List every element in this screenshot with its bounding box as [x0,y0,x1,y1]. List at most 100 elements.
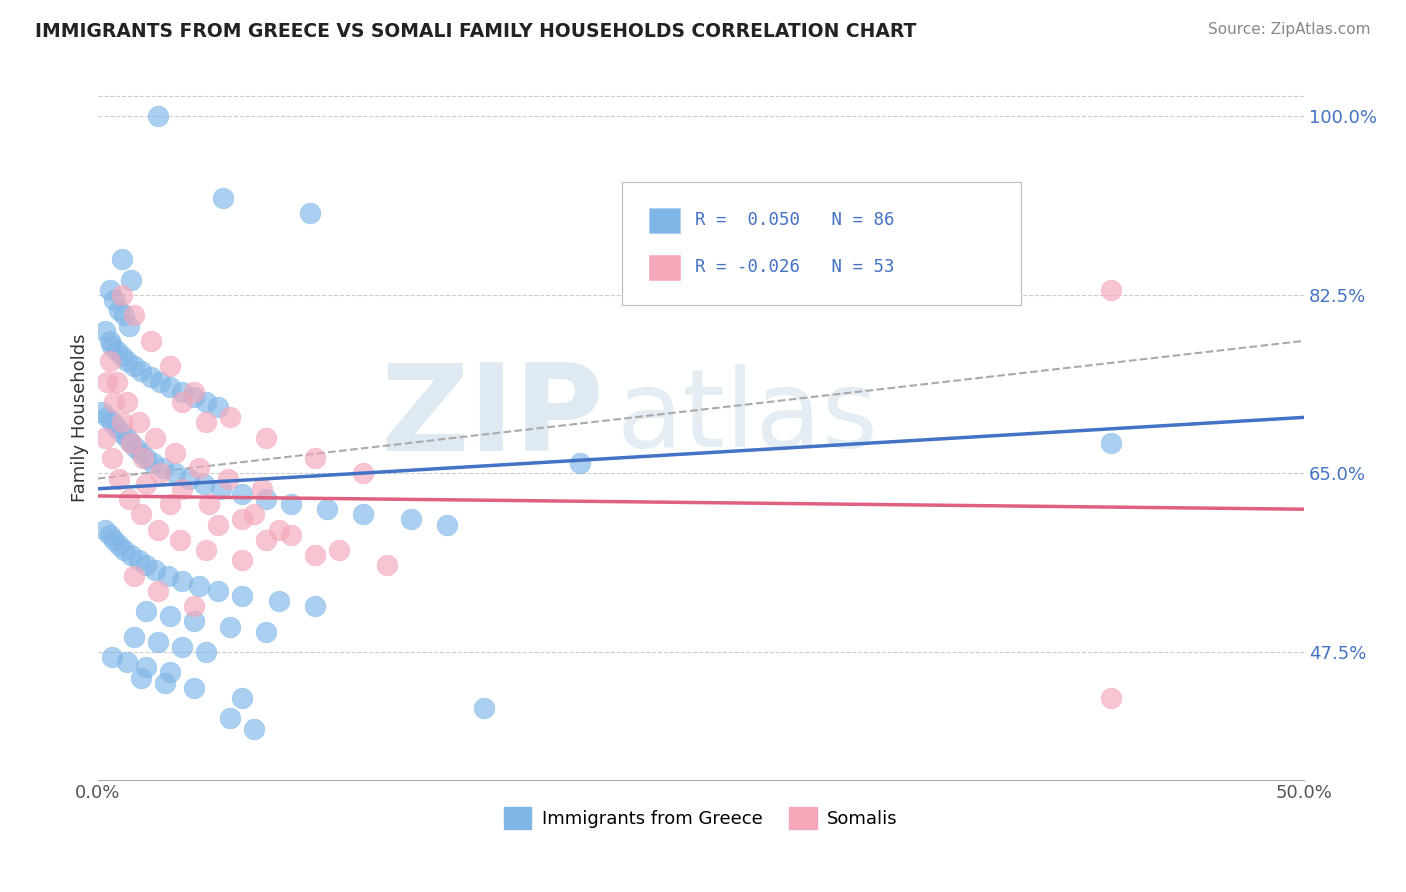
Point [112,543,135,558]
Point [163,446,186,460]
Point [145,431,167,445]
Point [115,354,138,368]
Point [120,436,142,450]
Point [243,508,266,522]
Point [352,467,374,481]
Point [122,309,145,323]
Point [217,472,239,486]
Point [91,405,114,419]
Point [280,527,302,541]
Text: R = -0.026   N = 53: R = -0.026 N = 53 [695,259,894,277]
Point [146,635,169,649]
Point [122,630,145,644]
Point [96,410,118,425]
Point [195,645,218,659]
Point [219,619,242,633]
Point [156,568,179,582]
Point [94,523,117,537]
Point [120,548,142,562]
Point [304,451,326,466]
Point [207,583,229,598]
Point [195,395,218,409]
Point [1099,436,1122,450]
Point [118,318,141,333]
Point [187,579,209,593]
Point [219,410,242,425]
Point [132,451,155,466]
Point [209,482,232,496]
Text: IMMIGRANTS FROM GREECE VS SOMALI FAMILY HOUSEHOLDS CORRELATION CHART: IMMIGRANTS FROM GREECE VS SOMALI FAMILY … [35,22,917,41]
Point [1099,283,1122,297]
Point [183,681,205,695]
Point [256,624,278,639]
Text: Source: ZipAtlas.com: Source: ZipAtlas.com [1208,22,1371,37]
Point [135,604,157,618]
Point [120,272,142,286]
Point [159,380,181,394]
Point [149,467,172,481]
Point [187,461,209,475]
Point [159,609,181,624]
Point [120,436,142,450]
Legend: Immigrants from Greece, Somalis: Immigrants from Greece, Somalis [496,799,905,836]
Point [256,431,278,445]
Point [183,390,205,404]
Point [193,476,215,491]
Point [125,441,148,455]
Point [111,425,134,440]
Point [170,574,193,588]
Point [159,497,181,511]
Point [195,416,218,430]
Point [163,467,186,481]
Point [115,395,138,409]
Point [170,395,193,409]
Point [231,589,253,603]
Point [139,369,162,384]
Point [129,446,152,460]
Point [195,543,218,558]
Point [152,461,174,475]
Point [472,701,495,715]
Point [96,375,118,389]
Point [112,309,135,323]
Point [128,553,150,567]
Point [212,191,235,205]
Point [94,431,117,445]
Point [103,533,125,547]
Point [231,690,253,705]
Point [111,416,134,430]
Point [256,491,278,506]
Point [135,660,157,674]
Point [304,599,326,614]
Point [128,416,150,430]
Point [146,109,169,123]
Point [129,508,152,522]
Y-axis label: Family Households: Family Households [72,333,89,501]
Point [183,384,205,399]
Point [231,553,253,567]
Point [105,375,128,389]
Point [111,288,134,302]
Point [122,359,145,374]
Point [401,512,423,526]
Point [298,206,321,220]
Point [183,615,205,629]
Point [170,482,193,496]
Point [111,349,134,363]
Point [101,451,124,466]
Point [105,344,128,359]
Point [219,711,242,725]
Point [207,400,229,414]
Point [98,354,121,368]
Point [170,640,193,654]
Point [111,252,134,267]
Point [105,420,128,434]
Point [145,563,167,577]
Point [135,476,157,491]
Point [280,497,302,511]
Point [250,482,273,496]
Point [139,334,162,348]
Point [108,303,131,318]
Point [207,517,229,532]
Point [231,512,253,526]
